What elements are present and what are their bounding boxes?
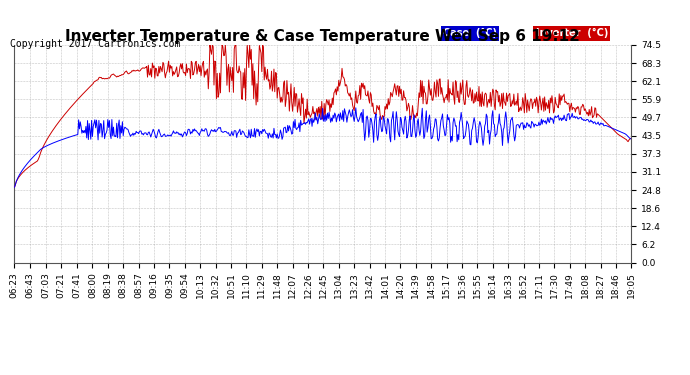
Text: Inverter  (°C): Inverter (°C) xyxy=(535,28,608,38)
Text: Copyright 2017 Cartronics.com: Copyright 2017 Cartronics.com xyxy=(10,39,181,50)
Title: Inverter Temperature & Case Temperature Wed Sep 6 19:12: Inverter Temperature & Case Temperature … xyxy=(65,29,580,44)
Text: Case  (°C): Case (°C) xyxy=(443,28,497,38)
